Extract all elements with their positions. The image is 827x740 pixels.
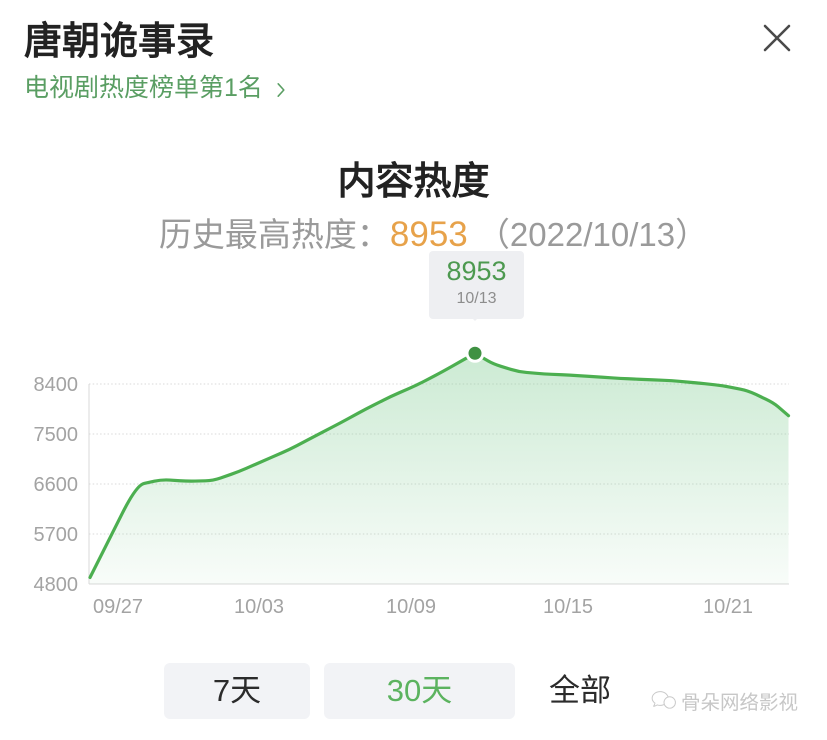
- svg-text:10/03: 10/03: [234, 596, 284, 618]
- svg-text:09/27: 09/27: [93, 596, 143, 618]
- svg-text:10/21: 10/21: [703, 596, 753, 618]
- svg-text:8400: 8400: [34, 374, 79, 396]
- svg-text:10/09: 10/09: [386, 596, 436, 618]
- svg-text:10/15: 10/15: [543, 596, 593, 618]
- svg-text:7500: 7500: [34, 424, 79, 446]
- svg-text:4800: 4800: [34, 574, 79, 596]
- svg-text:5700: 5700: [34, 524, 79, 546]
- svg-text:6600: 6600: [34, 474, 79, 496]
